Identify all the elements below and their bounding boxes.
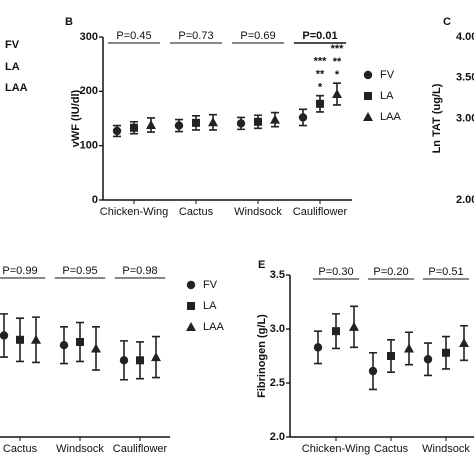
x-tick-label: Windsock [234,206,282,218]
p-value: P=0.01 [302,30,337,42]
y-tick-label: 3.5 [270,269,285,281]
legend-marker [187,302,195,310]
marker [91,343,101,353]
x-tick-label: Windsock [422,443,470,455]
legend-marker [363,112,373,121]
legend-label: LA [380,90,394,102]
marker [316,99,324,108]
legend-label: LA [5,61,20,73]
p-value: P=0.69 [240,30,275,42]
marker [423,355,433,364]
legend-label: LAA [5,82,28,94]
y-tick-label: 300 [80,31,98,43]
x-tick-label: Cactus [179,206,214,218]
y-tick-label: 2.5 [270,377,285,389]
legend-label: LA [203,300,217,312]
marker [151,352,161,362]
p-value: P=0.95 [62,265,97,277]
x-tick-label: Cauliflower [113,443,168,455]
significance-label: * [318,82,323,94]
marker [404,343,414,353]
marker [270,114,280,124]
marker [459,338,469,348]
y-axis-label: Ln TAT (ug/L) [431,83,443,153]
marker [174,121,184,130]
p-value: P=0.20 [373,266,408,278]
y-tick-label: 3.50 [456,72,474,84]
marker [31,334,41,344]
y-tick-label: 3.00 [456,112,474,124]
y-tick-label: 2.00 [456,194,474,206]
legend-label: FV [203,279,218,291]
significance-label: ** [316,69,325,81]
x-tick-label: Windsock [56,443,104,455]
marker [349,321,359,331]
legend-marker [363,70,373,80]
marker [332,89,342,99]
x-tick-label: Cauliflower [293,206,348,218]
x-tick-label: Cactus [374,443,409,455]
legend-marker [364,92,372,100]
legend-marker [186,280,196,290]
y-axis-label: Fibrinogen (g/L) [256,314,268,398]
marker [254,117,262,126]
y-axis-label: vWF (IU/dl) [70,89,82,147]
y-tick-label: 4.00 [456,31,474,43]
p-value: P=0.73 [178,30,213,42]
y-tick-label: 3.0 [270,323,285,335]
legend-label: FV [380,69,395,81]
y-tick-label: 100 [80,140,98,152]
x-tick-label: Cactus [3,443,38,455]
marker [76,337,84,346]
marker [298,113,308,122]
y-tick-label: 2.0 [270,431,285,443]
marker [146,120,156,130]
significance-label: *** [331,43,345,55]
marker [16,335,24,344]
marker [192,118,200,127]
panel-letter: B [65,16,73,28]
significance-label: * [335,69,340,81]
marker [208,117,218,127]
marker [442,348,450,357]
p-value: P=0.98 [122,265,157,277]
p-value: P=0.99 [2,265,37,277]
x-tick-label: Chicken-Wing [100,206,168,218]
marker [368,366,378,376]
legend-label: FV [5,39,20,51]
x-tick-label: Chicken-Wing [302,443,370,455]
marker [387,352,395,360]
marker [59,341,69,350]
legend-label: LAA [380,111,401,123]
marker [136,356,144,365]
p-value: P=0.51 [428,266,463,278]
marker [112,126,122,136]
marker [236,119,246,128]
p-value: P=0.45 [116,30,151,42]
panel-letter: E [258,259,265,271]
y-tick-label: 200 [80,85,98,97]
legend-label: LAA [203,321,224,333]
y-tick-label: 0 [92,194,98,206]
marker [130,123,138,132]
legend-marker [186,322,196,331]
marker [119,356,129,365]
significance-label: ** [333,56,342,68]
marker [332,327,340,336]
panel-letter: C [443,16,451,28]
p-value: P=0.30 [318,266,353,278]
marker [0,331,9,340]
significance-label: *** [314,56,328,68]
marker [313,343,323,352]
